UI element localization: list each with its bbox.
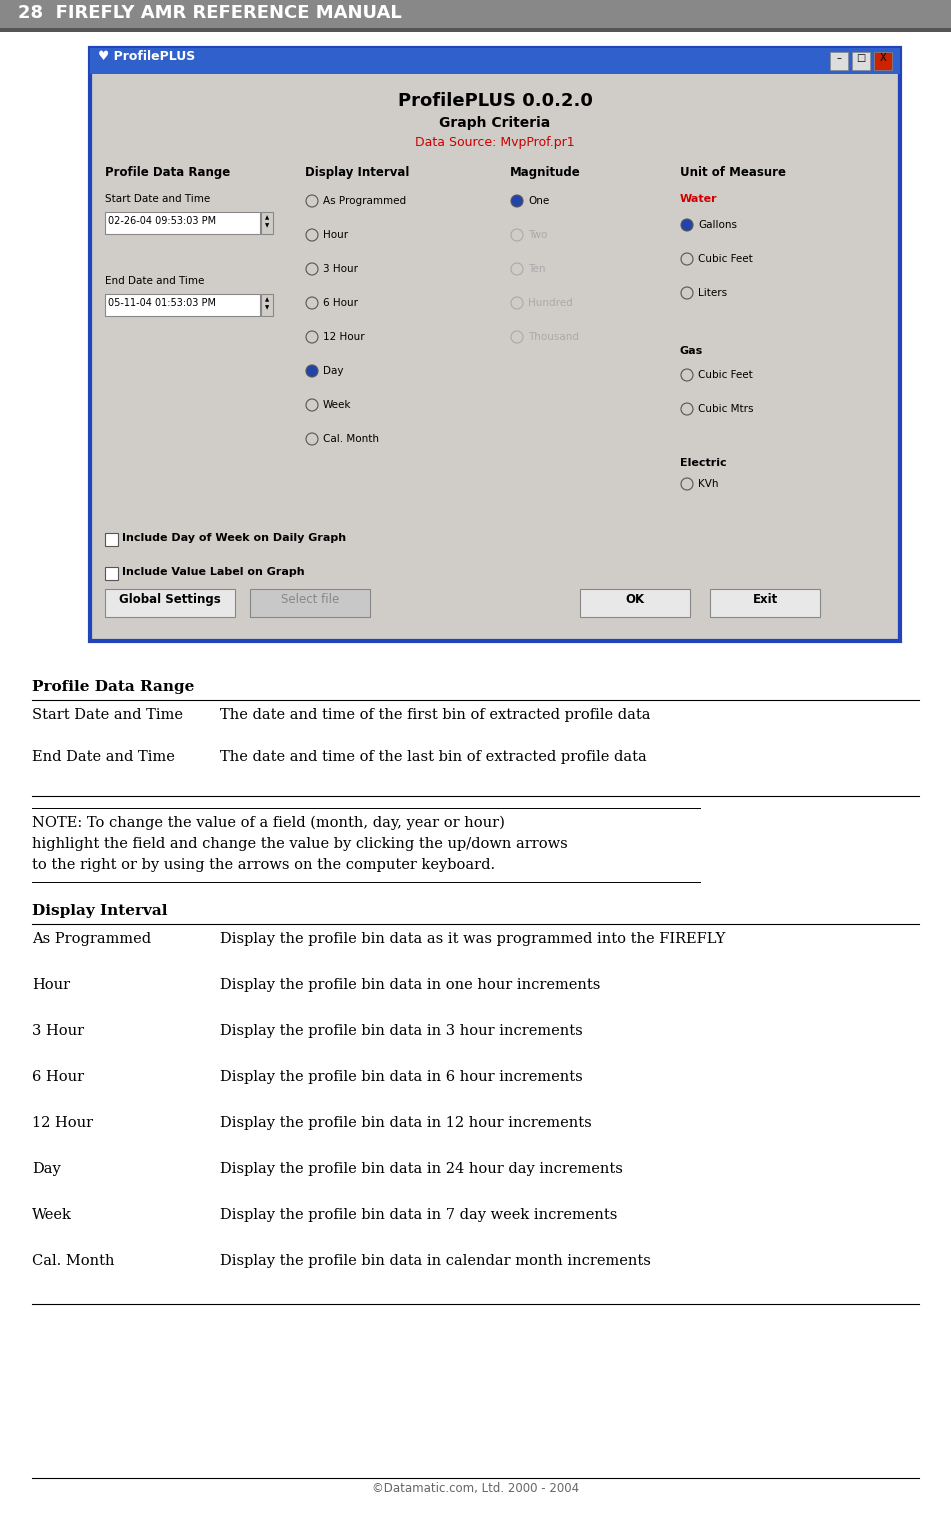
Text: 28  FIREFLY AMR REFERENCE MANUAL: 28 FIREFLY AMR REFERENCE MANUAL — [18, 5, 401, 21]
FancyBboxPatch shape — [580, 589, 690, 616]
Text: Magnitude: Magnitude — [510, 166, 581, 180]
Text: Exit: Exit — [752, 594, 778, 606]
Text: KVh: KVh — [698, 479, 719, 489]
FancyBboxPatch shape — [710, 589, 820, 616]
Text: ©Datamatic.com, Ltd. 2000 - 2004: ©Datamatic.com, Ltd. 2000 - 2004 — [372, 1482, 579, 1495]
FancyBboxPatch shape — [0, 27, 951, 32]
FancyBboxPatch shape — [0, 0, 951, 27]
Text: Include Day of Week on Daily Graph: Include Day of Week on Daily Graph — [122, 533, 346, 543]
Text: Cubic Feet: Cubic Feet — [698, 370, 753, 380]
Text: As Programmed: As Programmed — [32, 931, 151, 947]
Circle shape — [306, 365, 318, 377]
Text: Ten: Ten — [528, 263, 546, 274]
FancyBboxPatch shape — [93, 75, 897, 638]
Text: 6 Hour: 6 Hour — [323, 298, 358, 307]
Text: Display the profile bin data in 3 hour increments: Display the profile bin data in 3 hour i… — [220, 1024, 583, 1038]
Text: Two: Two — [528, 230, 548, 240]
Text: Start Date and Time: Start Date and Time — [105, 193, 210, 204]
Text: ♥ ProfilePLUS: ♥ ProfilePLUS — [98, 50, 195, 62]
Text: Cubic Feet: Cubic Feet — [698, 254, 753, 263]
Text: □: □ — [856, 53, 865, 62]
Text: Start Date and Time: Start Date and Time — [32, 708, 183, 721]
Text: Week: Week — [323, 400, 352, 409]
FancyBboxPatch shape — [250, 589, 370, 616]
Text: Electric: Electric — [680, 458, 727, 467]
Text: ▼: ▼ — [265, 304, 269, 310]
Text: Graph Criteria: Graph Criteria — [439, 116, 551, 129]
Text: 12 Hour: 12 Hour — [323, 332, 364, 342]
Text: 6 Hour: 6 Hour — [32, 1070, 84, 1084]
Text: Display the profile bin data in 12 hour increments: Display the profile bin data in 12 hour … — [220, 1116, 592, 1129]
Text: 12 Hour: 12 Hour — [32, 1116, 93, 1129]
Text: –: – — [837, 53, 842, 62]
Text: Hour: Hour — [32, 979, 70, 992]
Text: 02-26-04 09:53:03 PM: 02-26-04 09:53:03 PM — [108, 216, 216, 225]
Text: 3 Hour: 3 Hour — [32, 1024, 84, 1038]
Text: Display the profile bin data in calendar month increments: Display the profile bin data in calendar… — [220, 1254, 650, 1268]
FancyBboxPatch shape — [105, 294, 260, 317]
FancyBboxPatch shape — [105, 568, 118, 580]
Text: Gas: Gas — [680, 345, 703, 356]
Text: Water: Water — [680, 193, 718, 204]
Text: Display the profile bin data in 7 day week increments: Display the profile bin data in 7 day we… — [220, 1208, 617, 1222]
FancyBboxPatch shape — [105, 589, 235, 616]
FancyBboxPatch shape — [90, 49, 900, 641]
Text: Include Value Label on Graph: Include Value Label on Graph — [122, 568, 304, 577]
Text: NOTE: To change the value of a field (month, day, year or hour)
highlight the fi: NOTE: To change the value of a field (mo… — [32, 816, 568, 872]
Text: The date and time of the last bin of extracted profile data: The date and time of the last bin of ext… — [220, 750, 647, 764]
FancyBboxPatch shape — [90, 49, 900, 75]
Text: ProfilePLUS 0.0.2.0: ProfilePLUS 0.0.2.0 — [398, 91, 592, 110]
Text: Display the profile bin data as it was programmed into the FIREFLY: Display the profile bin data as it was p… — [220, 931, 726, 947]
Text: 3 Hour: 3 Hour — [323, 263, 358, 274]
Text: Cal. Month: Cal. Month — [323, 434, 379, 444]
Text: Hundred: Hundred — [528, 298, 573, 307]
FancyBboxPatch shape — [852, 52, 870, 70]
Text: Display the profile bin data in one hour increments: Display the profile bin data in one hour… — [220, 979, 600, 992]
Text: Display the profile bin data in 24 hour day increments: Display the profile bin data in 24 hour … — [220, 1161, 623, 1177]
Text: Day: Day — [323, 365, 343, 376]
FancyBboxPatch shape — [830, 52, 848, 70]
Text: Gallons: Gallons — [698, 221, 737, 230]
Text: Thousand: Thousand — [528, 332, 579, 342]
Text: Unit of Measure: Unit of Measure — [680, 166, 786, 180]
Text: End Date and Time: End Date and Time — [32, 750, 175, 764]
Text: The date and time of the first bin of extracted profile data: The date and time of the first bin of ex… — [220, 708, 650, 721]
Text: Liters: Liters — [698, 288, 728, 298]
FancyBboxPatch shape — [105, 212, 260, 234]
Text: Profile Data Range: Profile Data Range — [32, 680, 194, 694]
FancyBboxPatch shape — [105, 533, 118, 546]
Text: Day: Day — [32, 1161, 61, 1177]
Text: Display Interval: Display Interval — [305, 166, 409, 180]
Text: ▲: ▲ — [265, 215, 269, 221]
Text: OK: OK — [626, 594, 645, 606]
Text: One: One — [528, 196, 550, 205]
Text: Select file: Select file — [281, 594, 340, 606]
Text: ▲: ▲ — [265, 297, 269, 301]
Circle shape — [681, 219, 693, 231]
FancyBboxPatch shape — [261, 212, 273, 234]
Text: Cal. Month: Cal. Month — [32, 1254, 114, 1268]
Text: Data Source: MvpProf.pr1: Data Source: MvpProf.pr1 — [416, 135, 574, 149]
Text: Profile Data Range: Profile Data Range — [105, 166, 230, 180]
Text: Display Interval: Display Interval — [32, 904, 167, 918]
Text: ▼: ▼ — [265, 224, 269, 228]
Text: As Programmed: As Programmed — [323, 196, 406, 205]
Text: 05-11-04 01:53:03 PM: 05-11-04 01:53:03 PM — [108, 298, 216, 307]
FancyBboxPatch shape — [261, 294, 273, 317]
Text: Week: Week — [32, 1208, 72, 1222]
Text: Display the profile bin data in 6 hour increments: Display the profile bin data in 6 hour i… — [220, 1070, 583, 1084]
Text: X: X — [880, 53, 886, 62]
Text: End Date and Time: End Date and Time — [105, 275, 204, 286]
Circle shape — [511, 195, 523, 207]
Text: Hour: Hour — [323, 230, 348, 240]
FancyBboxPatch shape — [874, 52, 892, 70]
Text: Cubic Mtrs: Cubic Mtrs — [698, 403, 753, 414]
Text: Global Settings: Global Settings — [119, 594, 221, 606]
